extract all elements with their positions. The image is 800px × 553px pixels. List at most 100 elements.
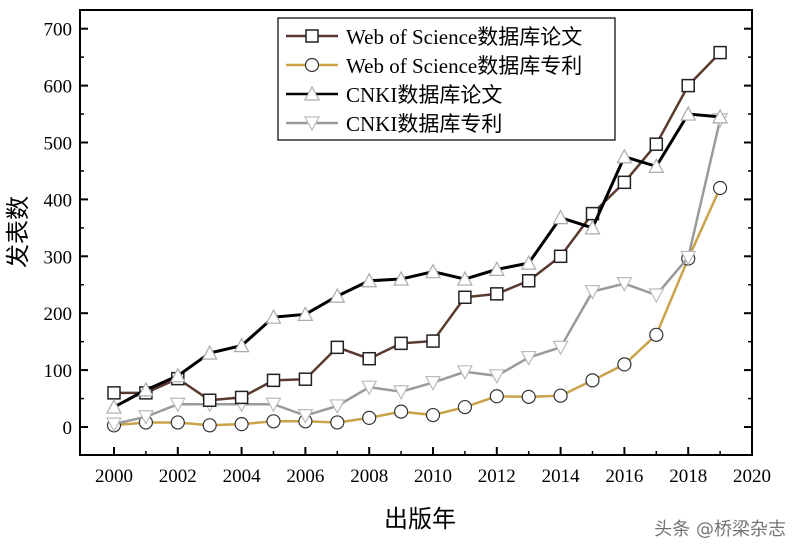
legend-label: CNKI数据库论文 [346, 83, 502, 107]
square-marker [202, 393, 217, 408]
x-tick-label: 2006 [286, 466, 324, 487]
triangle-down-marker [361, 380, 378, 396]
circle-marker [712, 180, 728, 196]
square-marker [553, 249, 568, 264]
x-tick-label: 2008 [350, 466, 388, 487]
triangle-up-marker [303, 85, 321, 101]
triangle-down-marker [265, 397, 282, 413]
triangle-up-marker [265, 308, 282, 324]
circle-marker [489, 389, 504, 404]
plot-frame [79, 9, 753, 456]
y-tick-label: 300 [44, 247, 73, 268]
series-line [113, 119, 722, 426]
circle-marker [521, 389, 536, 404]
triangle-down-marker [169, 397, 186, 413]
triangle-up-marker [424, 263, 442, 279]
legend-label: CNKI数据库专利 [346, 112, 502, 136]
square-marker [426, 334, 440, 348]
circle-marker [617, 357, 632, 372]
circle-marker [362, 410, 377, 425]
square-marker [107, 386, 121, 400]
y-tick-label: 400 [44, 190, 73, 211]
circle-marker [202, 418, 217, 433]
triangle-up-marker [456, 270, 473, 286]
square-marker [490, 287, 504, 301]
circle-marker [553, 388, 568, 403]
y-tick-label: 100 [44, 361, 73, 382]
circle-marker [304, 57, 320, 73]
y-tick-label: 200 [44, 304, 73, 325]
triangle-up-marker [201, 344, 218, 360]
circle-marker [330, 415, 345, 430]
triangle-up-marker [712, 108, 729, 124]
legend-box [277, 17, 616, 141]
x-tick-label: 2000 [95, 466, 133, 487]
triangle-up-marker [169, 367, 186, 383]
square-marker [394, 336, 408, 351]
triangle-down-marker [680, 250, 697, 266]
circle-marker [457, 399, 472, 415]
legend-label: Web of Science数据库专利 [346, 54, 582, 78]
triangle-down-marker [297, 409, 314, 424]
x-tick-label: 2018 [669, 466, 707, 487]
square-marker [458, 290, 472, 305]
triangle-down-marker [303, 116, 321, 132]
series-0 [107, 45, 727, 408]
circle-marker [425, 407, 441, 423]
triangle-up-marker [297, 306, 314, 321]
triangle-down-marker [648, 288, 665, 304]
legend: Web of Science数据库论文 Web of Science数据库专利 CN… [277, 17, 616, 141]
x-tick-label: 2002 [159, 466, 197, 487]
watermark: 头条 @桥梁杂志 [654, 519, 786, 540]
series-3 [105, 113, 729, 433]
square-marker [266, 373, 281, 388]
square-marker [617, 175, 632, 190]
y-tick-label: 500 [44, 134, 73, 155]
square-marker [330, 340, 345, 355]
triangle-up-marker [648, 158, 665, 173]
triangle-down-marker [520, 350, 537, 366]
series-line [113, 187, 722, 427]
triangle-down-marker [456, 365, 473, 381]
triangle-down-marker [552, 340, 569, 356]
square-marker [234, 390, 249, 405]
triangle-down-marker [137, 410, 154, 426]
triangle-up-marker [361, 272, 378, 288]
square-marker [305, 29, 319, 43]
triangle-down-marker [329, 399, 346, 415]
square-marker [521, 274, 536, 288]
triangle-down-marker [488, 369, 505, 385]
x-tick-label: 2016 [605, 466, 643, 487]
x-tick-label: 2012 [478, 466, 516, 487]
triangle-up-marker [233, 337, 250, 353]
square-marker [298, 372, 313, 386]
y-tick-label: 0 [63, 418, 73, 439]
triangle-up-marker [329, 287, 346, 303]
square-marker [681, 78, 695, 93]
x-tick-label: 2020 [733, 466, 771, 487]
legend-label: Web of Science数据库论文 [346, 25, 582, 49]
x-axis-label: 出版年 [384, 506, 456, 533]
x-tick-label: 2014 [542, 466, 581, 487]
triangle-down-marker [393, 385, 410, 400]
series-1 [106, 180, 728, 433]
x-tick-label: 2004 [223, 466, 262, 487]
square-marker [713, 45, 727, 60]
triangle-up-marker [520, 254, 537, 270]
series-line [113, 112, 721, 409]
triangle-up-marker [616, 148, 633, 164]
circle-marker [649, 327, 664, 342]
circle-marker [170, 415, 185, 430]
triangle-down-marker [105, 417, 123, 433]
y-axis-label: 发表数 [5, 196, 32, 268]
triangle-up-marker [105, 398, 123, 414]
y-tick-label: 600 [44, 77, 73, 98]
x-tick-label: 2010 [414, 466, 452, 487]
circle-marker [234, 417, 249, 432]
triangle-down-marker [584, 284, 601, 300]
triangle-up-marker [552, 209, 569, 225]
circle-marker [266, 414, 281, 429]
circle-marker [394, 404, 409, 419]
y-tick-label: 700 [44, 20, 73, 41]
